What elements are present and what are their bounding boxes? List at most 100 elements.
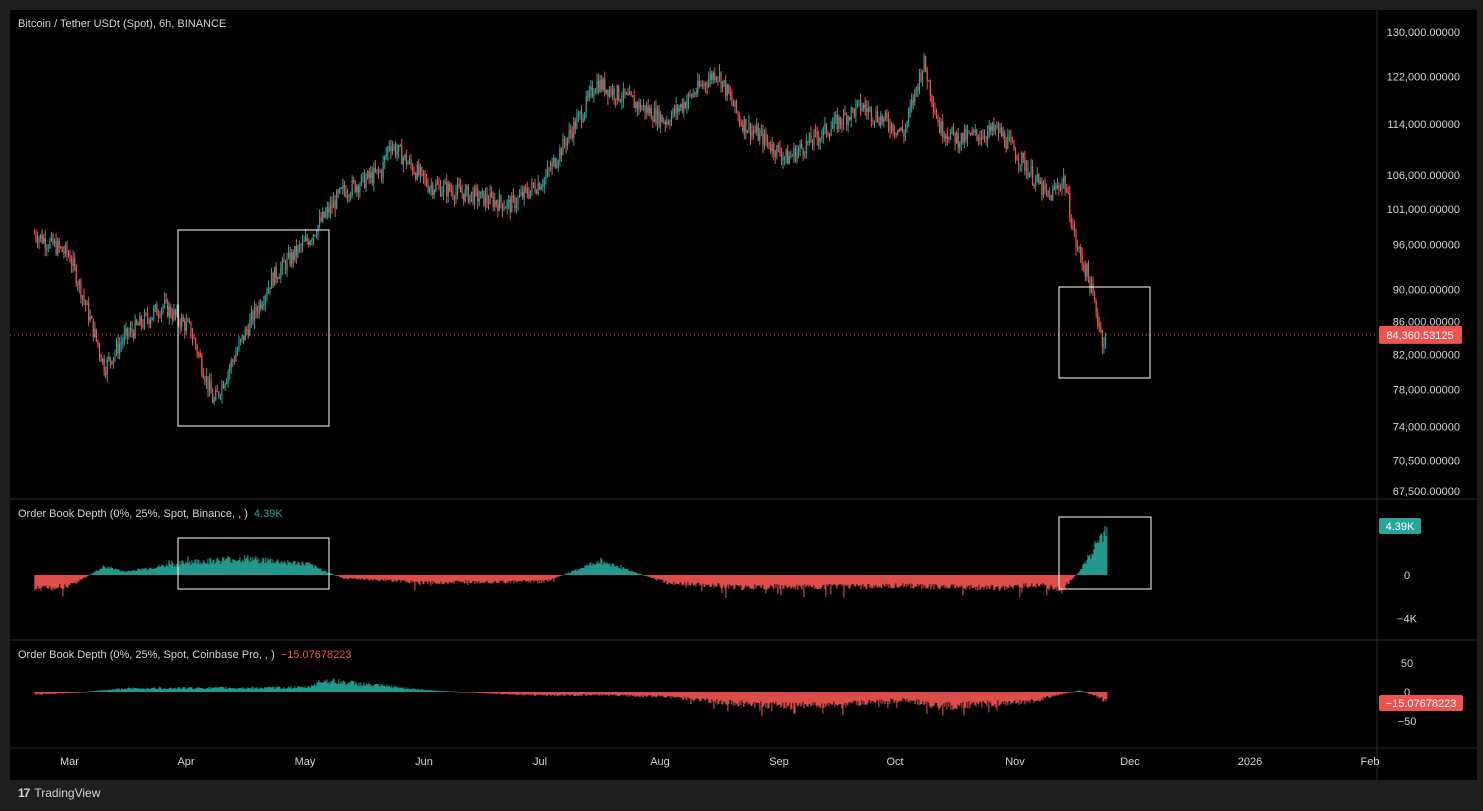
indicator1-bar bbox=[927, 575, 929, 589]
candle-body bbox=[901, 127, 903, 133]
indicator1-bar bbox=[1090, 558, 1092, 575]
indicator1-bar bbox=[579, 569, 581, 575]
indicator2-bar bbox=[723, 692, 725, 702]
candle-body bbox=[870, 107, 872, 121]
indicator1-bar bbox=[832, 575, 834, 586]
indicator2-bar bbox=[774, 692, 776, 705]
chart-svg[interactable]: Mar Apr May Jun Jul Aug Sep Oct Nov Dec 2026 Feb130… bbox=[10, 10, 1477, 780]
indicator2-bar bbox=[1060, 692, 1062, 695]
candle-body bbox=[453, 196, 456, 200]
candle-body bbox=[822, 127, 824, 136]
indicator1-bar bbox=[950, 575, 952, 586]
price-axis-label: 74,000.00000 bbox=[1393, 422, 1460, 434]
indicator2-bar bbox=[437, 690, 439, 692]
indicator1-bar bbox=[728, 575, 730, 589]
indicator2-bar bbox=[432, 690, 434, 692]
indicator2-bar bbox=[837, 692, 839, 706]
indicator1-bar bbox=[929, 575, 931, 584]
indicator1-bar bbox=[517, 575, 519, 582]
indicator1-bar bbox=[904, 575, 906, 586]
indicator2-legend[interactable]: Order Book Depth (0%, 25%, Spot, Coinbas… bbox=[18, 649, 351, 661]
indicator1-bar bbox=[435, 575, 437, 585]
candle-body bbox=[794, 147, 797, 161]
indicator2-bar bbox=[431, 690, 433, 692]
indicator2-bar bbox=[376, 683, 378, 692]
indicator1-bar bbox=[569, 572, 571, 575]
indicator2-bar bbox=[473, 692, 475, 693]
indicator2-bar bbox=[592, 692, 594, 695]
candle-body bbox=[760, 131, 762, 133]
candle-body bbox=[270, 273, 273, 289]
candle-body bbox=[36, 238, 39, 243]
indicator1-bar bbox=[909, 575, 911, 584]
indicator1-bar bbox=[91, 573, 93, 575]
indicator2-bar bbox=[183, 687, 185, 692]
indicator1-bar bbox=[259, 562, 261, 575]
indicator2-bar bbox=[41, 692, 43, 695]
indicator1-bar bbox=[815, 575, 817, 588]
indicator2-bar bbox=[499, 692, 501, 694]
indicator2-bar bbox=[350, 680, 352, 692]
indicator2-bar bbox=[313, 685, 315, 692]
indicator1-bar bbox=[54, 575, 56, 588]
indicator2-bar bbox=[53, 692, 55, 694]
indicator2-bar bbox=[1065, 692, 1067, 694]
indicator1-bar bbox=[996, 575, 998, 587]
indicator1-bar bbox=[358, 575, 360, 580]
symbol-title[interactable]: Bitcoin / Tether USDt (Spot), 6h, BINANC… bbox=[18, 18, 226, 30]
candle-body bbox=[263, 303, 265, 306]
indicator2-bar bbox=[254, 687, 256, 692]
candle-body bbox=[957, 132, 959, 148]
indicator2-bar bbox=[931, 692, 933, 708]
candle-body bbox=[618, 85, 620, 101]
indicator2-bar bbox=[1017, 692, 1019, 703]
indicator1-bar bbox=[270, 558, 272, 575]
candle-body bbox=[1039, 181, 1041, 184]
candle-body bbox=[66, 244, 68, 254]
indicator2-bar bbox=[470, 692, 472, 693]
indicator2-bar bbox=[686, 692, 688, 701]
candle-body bbox=[1016, 159, 1018, 161]
indicator1-bar bbox=[197, 559, 199, 575]
indicator2-bar bbox=[160, 687, 162, 692]
indicator2-bar bbox=[73, 692, 75, 693]
candle-body bbox=[582, 119, 584, 123]
indicator1-bar bbox=[600, 557, 602, 575]
indicator1-bar bbox=[747, 575, 749, 587]
indicator1-bar bbox=[398, 575, 400, 580]
indicator2-bar bbox=[554, 692, 556, 697]
candle-body bbox=[101, 358, 104, 362]
candle-body bbox=[287, 252, 290, 258]
indicator1-bar bbox=[1000, 575, 1002, 589]
indicator1-bar bbox=[218, 560, 220, 575]
indicator1-bar bbox=[64, 575, 66, 585]
indicator2-bar bbox=[773, 692, 775, 704]
candle-body bbox=[349, 194, 352, 198]
indicator2-bar bbox=[206, 688, 208, 692]
candle-body bbox=[763, 133, 766, 146]
indicator2-bar bbox=[912, 692, 914, 702]
indicator2-bar bbox=[368, 682, 370, 692]
indicator1-bar bbox=[799, 575, 801, 586]
indicator1-bar bbox=[284, 560, 286, 575]
indicator2-bar bbox=[334, 682, 336, 692]
candle-body bbox=[382, 161, 384, 178]
indicator1-legend[interactable]: Order Book Depth (0%, 25%, Spot, Binance… bbox=[18, 508, 283, 520]
chart-area[interactable]: Mar Apr May Jun Jul Aug Sep Oct Nov Dec 2026 Feb 130… bbox=[10, 10, 1477, 780]
indicator1-bar bbox=[391, 575, 393, 582]
indicator2-bar bbox=[419, 689, 421, 692]
tradingview-brand[interactable]: 17 TradingView bbox=[18, 786, 100, 800]
candle-body bbox=[1073, 227, 1076, 232]
indicator1-bar bbox=[612, 563, 614, 575]
candle-body bbox=[708, 79, 710, 87]
indicator1-bar bbox=[352, 575, 354, 579]
indicator2-bar bbox=[478, 692, 480, 693]
indicator1-bar bbox=[162, 565, 164, 575]
indicator1-bar bbox=[434, 575, 436, 583]
indicator2-bar bbox=[814, 692, 816, 703]
indicator2-bar bbox=[270, 687, 272, 692]
indicator2-bar bbox=[332, 679, 334, 692]
candle-body bbox=[551, 162, 553, 170]
indicator2-bar bbox=[586, 692, 588, 696]
candle-body bbox=[427, 185, 429, 192]
